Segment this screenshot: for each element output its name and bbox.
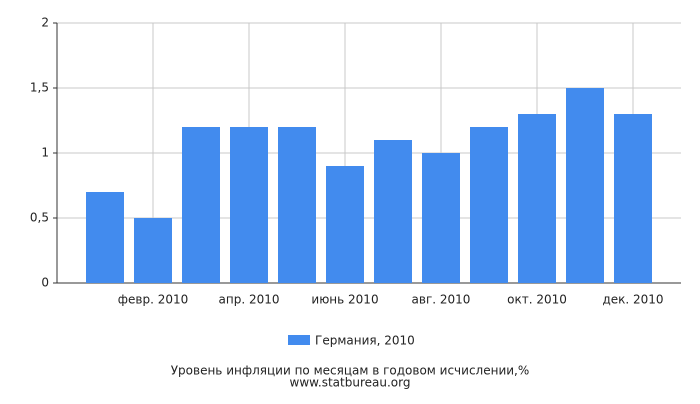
y-tick-label: 0 — [41, 276, 49, 290]
x-tick-label: апр. 2010 — [219, 293, 280, 307]
bar — [278, 127, 316, 283]
y-tick-label: 0,5 — [30, 211, 49, 225]
y-tick-label: 1 — [41, 146, 49, 160]
y-tick-label: 1,5 — [30, 81, 49, 95]
y-tick-label: 2 — [41, 16, 49, 30]
x-tick-label: окт. 2010 — [507, 293, 567, 307]
x-axis-title: Уровень инфляции по месяцам в годовом ис… — [171, 364, 530, 378]
bar — [518, 114, 556, 283]
bar — [470, 127, 508, 283]
bar — [326, 166, 364, 283]
bar — [614, 114, 652, 283]
bar — [86, 192, 124, 283]
bar — [374, 140, 412, 283]
x-tick-label: дек. 2010 — [602, 293, 663, 307]
source: www.statbureau.org — [290, 376, 411, 390]
x-tick-label: авг. 2010 — [412, 293, 471, 307]
legend-label: Германия, 2010 — [315, 334, 415, 348]
x-tick-label: июнь 2010 — [311, 293, 378, 307]
bar — [230, 127, 268, 283]
bar — [182, 127, 220, 283]
legend-swatch — [288, 335, 310, 345]
bar — [134, 218, 172, 283]
x-tick-label: февр. 2010 — [118, 293, 189, 307]
bar — [422, 153, 460, 283]
bar — [566, 88, 604, 283]
